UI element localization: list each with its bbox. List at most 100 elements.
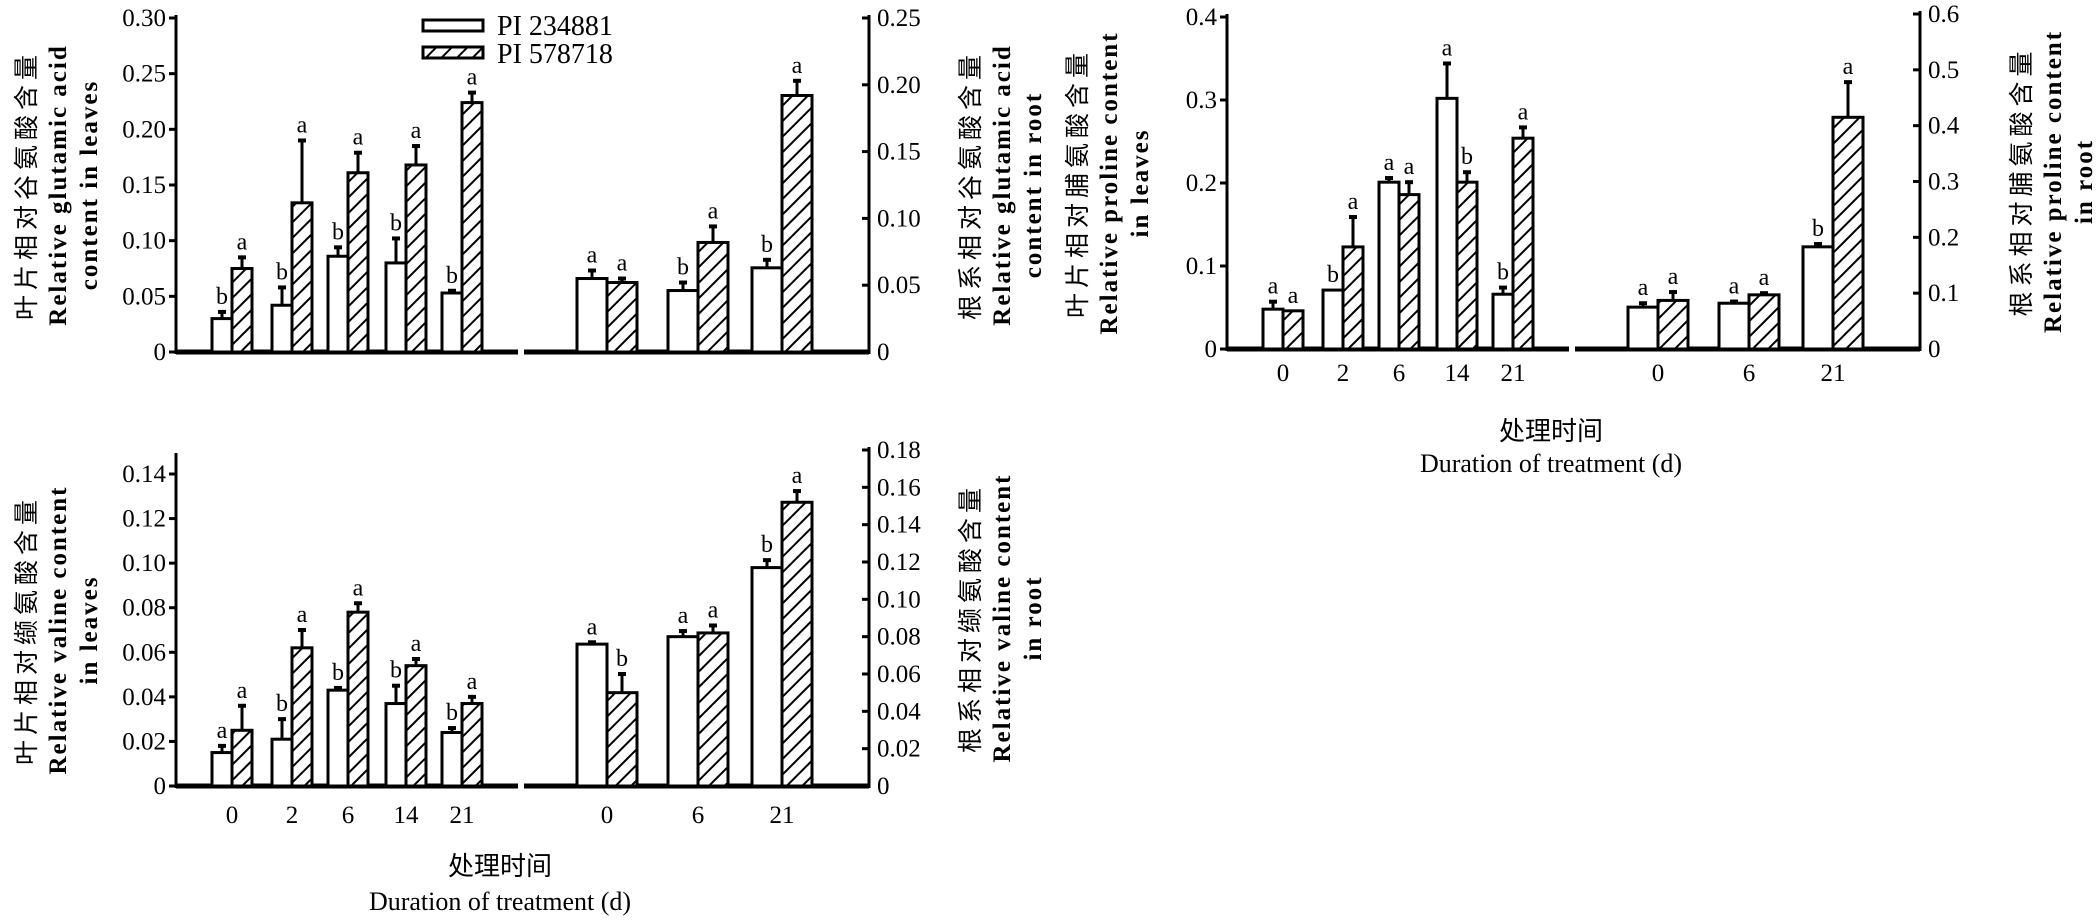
leaves-bar-pi578718 — [230, 267, 254, 354]
leaves-tick-label: 0.02 — [122, 728, 166, 755]
root-bar-pi578718 — [780, 93, 814, 354]
leaves-bar-pi234881 — [1321, 288, 1345, 351]
root-tick-label: 0.02 — [877, 736, 921, 763]
leaves-bar-pi578718 — [460, 101, 484, 354]
leaves-significance-letter: a — [1404, 154, 1415, 180]
legend-swatch-pi578718 — [421, 45, 485, 60]
root-y-label-en: content in root — [1020, 92, 1047, 278]
root-significance-letter: a — [587, 243, 598, 269]
root-significance-letter: a — [792, 53, 803, 79]
root-significance-letter: a — [1843, 54, 1854, 80]
leaves-bar-pi578718 — [1455, 180, 1479, 351]
leaves-significance-letter: a — [1442, 35, 1453, 61]
leaves-category-label: 0 — [226, 802, 239, 829]
leaves-significance-letter: a — [1288, 283, 1299, 309]
leaves-significance-letter: a — [297, 602, 308, 628]
leaves-bar-pi578718 — [346, 171, 370, 354]
root-significance-letter: a — [708, 198, 719, 224]
leaves-significance-letter: b — [276, 259, 288, 285]
leaves-significance-letter: a — [1518, 99, 1529, 125]
root-bar-pi578718 — [605, 691, 639, 788]
leaves-significance-letter: a — [467, 65, 478, 91]
leaves-bar-pi234881 — [270, 303, 294, 354]
leaves-significance-letter: b — [390, 658, 402, 684]
x-axis-title-cn: 处理时间 — [1499, 417, 1603, 446]
root-tick-label: 0.20 — [877, 72, 921, 99]
leaves-bar-pi234881 — [1377, 180, 1401, 351]
leaves-significance-letter: a — [1348, 189, 1359, 215]
leaves-tick-label: 0.2 — [1186, 170, 1217, 197]
root-bar-pi234881 — [666, 289, 700, 354]
root-significance-letter: a — [1668, 264, 1679, 290]
leaves-bar-pi578718 — [290, 646, 314, 788]
leaves-tick-label: 0.20 — [122, 116, 166, 143]
leaves-tick-label: 0.10 — [122, 228, 166, 255]
leaves-bar-pi234881 — [270, 737, 294, 788]
root-tick-label: 0.16 — [877, 474, 921, 501]
leaves-significance-letter: a — [217, 718, 228, 744]
leaves-category-label: 6 — [342, 802, 355, 829]
leaves-tick-label: 0.14 — [122, 461, 166, 488]
leaves-significance-letter: b — [446, 700, 458, 726]
leaves-tick-label: 0.15 — [122, 172, 166, 199]
root-tick-label: 0.3 — [1928, 169, 1959, 196]
root-tick-label: 0.04 — [877, 698, 921, 725]
root-tick-label: 0.1 — [1928, 280, 1959, 307]
leaves-bar-pi234881 — [1491, 292, 1515, 351]
root-category-label: 0 — [601, 802, 614, 829]
root-bar-pi234881 — [575, 277, 609, 354]
leaves-significance-letter: b — [1327, 262, 1339, 288]
leaves-bar-pi234881 — [326, 254, 350, 354]
root-bar-pi578718 — [780, 500, 814, 788]
leaves-bar-pi578718 — [346, 610, 370, 788]
root-significance-letter: a — [1759, 265, 1770, 291]
root-significance-letter: b — [616, 646, 628, 672]
leaves-tick-label: 0.3 — [1186, 87, 1217, 114]
leaves-significance-letter: a — [411, 631, 422, 657]
leaves-bar-pi234881 — [326, 688, 350, 788]
leaves-bar-pi234881 — [440, 731, 464, 788]
root-significance-letter: a — [792, 463, 803, 489]
legend-swatch-pi234881 — [421, 18, 485, 33]
root-significance-letter: a — [1729, 274, 1740, 300]
root-tick-label: 0.10 — [877, 586, 921, 613]
root-tick-label: 0.05 — [877, 272, 921, 299]
leaves-category-label: 0 — [1277, 360, 1290, 387]
root-significance-letter: a — [587, 614, 598, 640]
root-y-label-cn: 根系相对缬氨酸含量 — [957, 483, 985, 753]
root-significance-letter: b — [761, 232, 773, 258]
leaves-significance-letter: a — [237, 678, 248, 704]
leaves-tick-label: 0.06 — [122, 639, 166, 666]
leaves-category-label: 14 — [394, 802, 420, 829]
root-y-label-cn: 根系相对脯氨酸含量 — [2008, 46, 2036, 316]
root-tick-label: 0.25 — [877, 5, 921, 32]
root-tick-label: 0.18 — [877, 437, 921, 464]
leaves-significance-letter: a — [237, 229, 248, 255]
root-y-label-en: in root — [2071, 139, 2096, 224]
leaves-category-label: 14 — [1445, 360, 1471, 387]
leaves-bar-pi578718 — [1397, 193, 1421, 351]
leaves-tick-label: 0.12 — [122, 506, 166, 533]
root-significance-letter: b — [761, 532, 773, 558]
root-tick-label: 0.6 — [1928, 1, 1959, 28]
root-y-label-en: in root — [1020, 575, 1047, 660]
legend-label-pi234881: PI 234881 — [497, 11, 613, 42]
leaves-significance-letter: b — [276, 691, 288, 717]
leaves-tick-label: 0.08 — [122, 595, 166, 622]
root-bar-pi578718 — [1747, 293, 1781, 351]
leaves-y-label-en: Relative valine content — [45, 485, 72, 774]
leaves-category-label: 2 — [286, 802, 299, 829]
leaves-y-label-en: Relative proline content — [1096, 31, 1123, 334]
leaves-significance-letter: a — [411, 118, 422, 144]
leaves-significance-letter: a — [353, 575, 364, 601]
leaves-significance-letter: b — [1497, 260, 1509, 286]
root-bar-pi578718 — [696, 631, 730, 788]
leaves-y-label-cn: 叶片相对缬氨酸含量 — [13, 495, 41, 765]
root-bar-pi234881 — [750, 566, 784, 788]
root-tick-label: 0.2 — [1928, 224, 1959, 251]
x-axis-title-en: Duration of treatment (d) — [369, 887, 631, 916]
leaves-significance-letter: a — [297, 112, 308, 138]
leaves-tick-label: 0.10 — [122, 550, 166, 577]
root-y-label-en: Relative valine content — [989, 473, 1016, 762]
